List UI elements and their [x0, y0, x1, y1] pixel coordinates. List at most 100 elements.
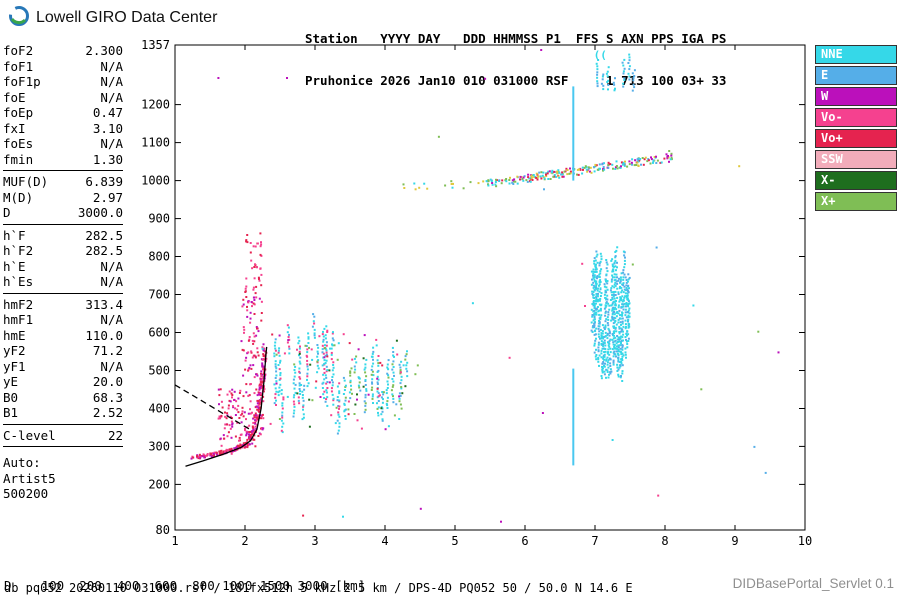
param-label: yF2 [3, 343, 26, 358]
echo-direction-legend: NNE E W Vo- Vo+ SSW X- X+ [815, 45, 897, 213]
svg-text:400: 400 [148, 402, 170, 416]
measurement-info: db pq052 20260110 031000.rsf / 181fx512h… [4, 581, 633, 595]
param-label: hmF1 [3, 312, 34, 327]
auto-line: Auto: [3, 455, 41, 470]
param-row: foEs N/A [3, 136, 123, 152]
param-row: C-level 22 [3, 428, 123, 444]
param-value: N/A [100, 89, 123, 105]
param-row: h`F 282.5 [3, 228, 123, 244]
param-value: 71.2 [92, 343, 123, 358]
svg-text:600: 600 [148, 326, 170, 340]
param-value: 313.4 [85, 296, 123, 312]
svg-text:9: 9 [731, 534, 738, 548]
param-value: 68.3 [92, 389, 123, 405]
param-row: MUF(D) 6.839 [3, 174, 123, 190]
param-value: 2.97 [92, 189, 123, 205]
param-label: h`E [3, 258, 26, 274]
param-group: foF2 2.300 foF1 N/A foF1p N/A foE N/A foEp 0.47 fx… [3, 42, 123, 171]
svg-text:800: 800 [148, 250, 170, 264]
param-value: N/A [100, 136, 123, 151]
param-row: M(D) 2.97 [3, 190, 123, 206]
param-group: MUF(D) 6.839 M(D) 2.97 D 3000.0 [3, 173, 123, 225]
param-group: C-level 22 [3, 427, 123, 447]
param-value: N/A [100, 258, 123, 274]
svg-text:900: 900 [148, 212, 170, 226]
station-header-row: Station YYYY DAY DDD HHMMSS P1 FFS S AXN… [305, 31, 727, 46]
param-row: foEp 0.47 [3, 105, 123, 121]
param-label: foF1p [3, 74, 41, 89]
param-row: hmE 110.0 [3, 328, 123, 344]
svg-text:200: 200 [148, 477, 170, 491]
svg-text:7: 7 [591, 534, 598, 548]
param-value: 2.300 [85, 43, 123, 58]
param-row: h`E N/A [3, 259, 123, 275]
svg-text:8: 8 [661, 534, 668, 548]
svg-text:80: 80 [156, 523, 170, 537]
param-label: D [3, 205, 11, 220]
legend-item-ssw: SSW [815, 150, 897, 169]
param-value: N/A [100, 74, 123, 89]
param-label: C-level [3, 427, 56, 443]
param-label: fxI [3, 120, 26, 136]
d-row: D 100 200 400 600 800 1000 1500 3000 [km… [4, 578, 366, 593]
legend-item-vo: Vo- [815, 108, 897, 127]
param-label: foEs [3, 136, 34, 151]
param-row: B0 68.3 [3, 390, 123, 406]
svg-text:1000: 1000 [141, 174, 170, 188]
param-row: foF2 2.300 [3, 43, 123, 59]
svg-text:3: 3 [311, 534, 318, 548]
station-values-row: Pruhonice 2026 Jan10 010 031000 RSF 1 71… [305, 73, 727, 88]
station-info: Station YYYY DAY DDD HHMMSS P1 FFS S AXN… [305, 4, 726, 116]
param-value: 3.10 [92, 120, 123, 136]
servlet-version: DIDBasePortal_Servlet 0.1 [732, 576, 894, 591]
legend-item-nne: NNE [815, 45, 897, 64]
param-row: foE N/A [3, 90, 123, 106]
param-label: fmin [3, 151, 34, 167]
param-row: h`F2 282.5 [3, 243, 123, 259]
legend-item-w: W [815, 87, 897, 106]
param-label: MUF(D) [3, 174, 49, 189]
param-row: foF1p N/A [3, 74, 123, 90]
muf-d-table: D 100 200 400 600 800 1000 1500 3000 [km… [4, 551, 373, 600]
auto-line: 500200 [3, 486, 49, 501]
param-value: N/A [100, 312, 123, 327]
param-value: 3000.0 [77, 205, 123, 220]
param-row: foF1 N/A [3, 59, 123, 75]
svg-text:10: 10 [798, 534, 812, 548]
svg-text:1100: 1100 [141, 136, 170, 150]
param-value: 20.0 [92, 374, 123, 389]
autoscaling-info: Auto: Artist5 500200 [3, 455, 123, 502]
svg-text:4: 4 [381, 534, 388, 548]
param-row: B1 2.52 [3, 405, 123, 421]
param-label: foEp [3, 105, 34, 120]
svg-text:5: 5 [451, 534, 458, 548]
param-label: h`F [3, 227, 26, 243]
svg-text:1200: 1200 [141, 98, 170, 112]
param-row: yF1 N/A [3, 359, 123, 375]
svg-text:1: 1 [171, 534, 178, 548]
auto-line: Artist5 [3, 470, 56, 486]
param-value: 6.839 [85, 174, 123, 189]
legend-item-x: X- [815, 171, 897, 190]
param-row: fmin 1.30 [3, 152, 123, 168]
param-label: hmF2 [3, 296, 34, 312]
param-label: B1 [3, 405, 19, 420]
param-row: yE 20.0 [3, 374, 123, 390]
param-value: 2.52 [92, 405, 123, 420]
param-group: hmF2 313.4 hmF1 N/A hmE 110.0 yF2 71.2 yF1 N/A yE 2… [3, 296, 123, 425]
param-row: hmF2 313.4 [3, 297, 123, 313]
param-value: 0.47 [92, 105, 123, 120]
param-label: yF1 [3, 358, 26, 374]
parameter-panel: foF2 2.300 foF1 N/A foF1p N/A foE N/A foEp 0.47 fx… [3, 42, 123, 502]
param-row: fxI 3.10 [3, 121, 123, 137]
param-label: h`F2 [3, 243, 34, 258]
param-value: 282.5 [85, 227, 123, 243]
svg-text:2: 2 [241, 534, 248, 548]
param-label: hmE [3, 327, 26, 343]
legend-item-vo: Vo+ [815, 129, 897, 148]
param-row: D 3000.0 [3, 205, 123, 221]
legend-item-e: E [815, 66, 897, 85]
svg-text:1357: 1357 [141, 38, 170, 52]
